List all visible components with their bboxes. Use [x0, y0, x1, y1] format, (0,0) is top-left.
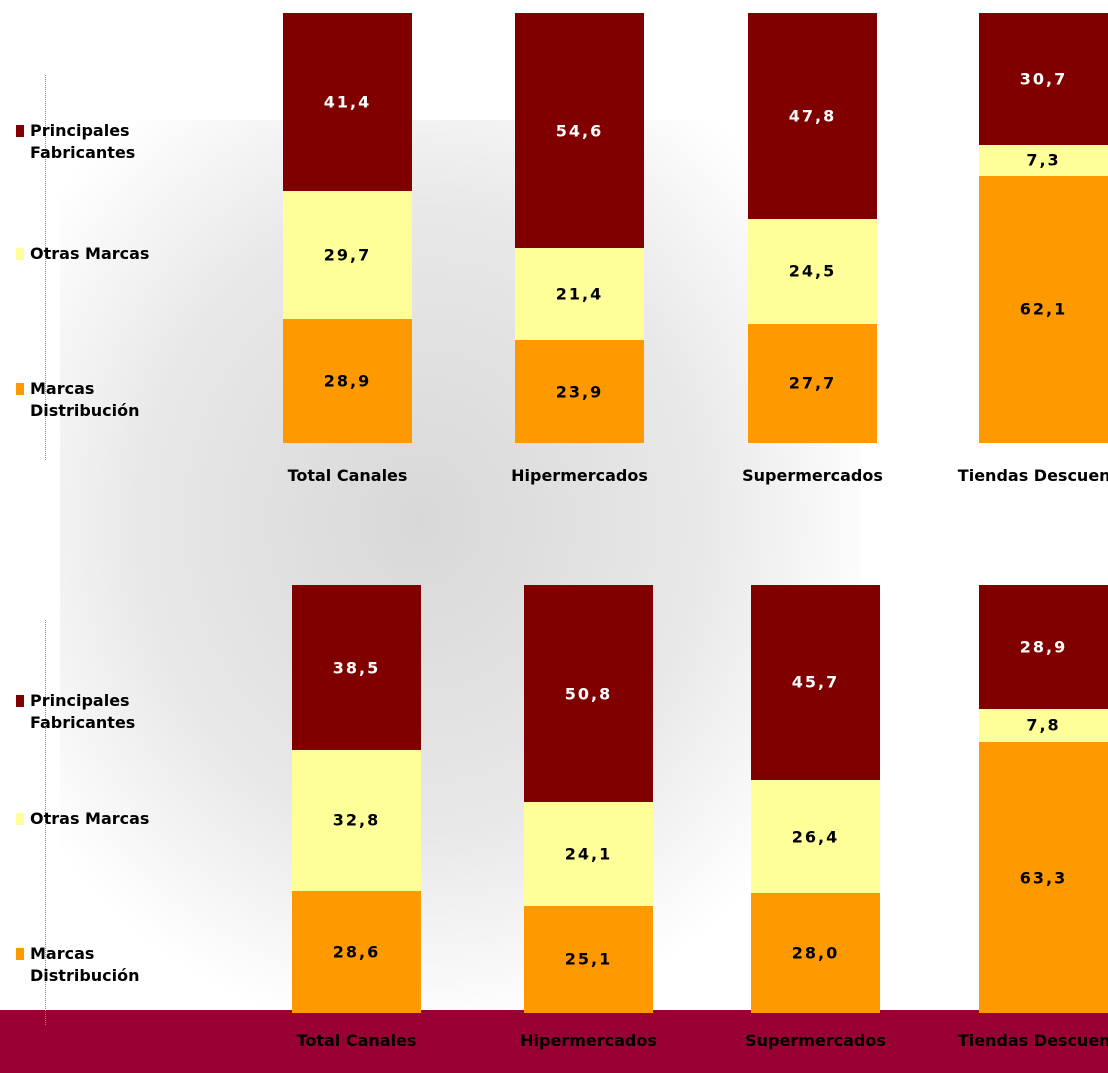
value-label: 62,1	[1019, 299, 1068, 319]
value-label: 24,5	[788, 261, 837, 281]
bar-segment	[748, 323, 877, 443]
footer-band	[0, 1010, 1108, 1073]
bar-segment	[748, 218, 877, 324]
value-label: 26,4	[791, 827, 840, 847]
value-label: 50,8	[564, 684, 613, 704]
bar-segment	[283, 13, 412, 192]
bar-segment	[524, 585, 653, 803]
bar-segment	[979, 708, 1108, 743]
legend-label: Otras Marcas	[30, 809, 150, 828]
legend-swatch	[16, 248, 24, 260]
value-label: 47,8	[788, 106, 837, 126]
value-label: 28,0	[791, 943, 840, 963]
value-label: 45,7	[791, 672, 840, 692]
bar-segment	[751, 893, 880, 1013]
divider	[45, 75, 46, 460]
bar-segment	[292, 585, 421, 751]
value-label: 29,7	[323, 245, 372, 265]
legend-label: Principales Fabricantes	[30, 691, 136, 732]
category-label: Hipermercados	[520, 1031, 657, 1050]
bar-segment	[751, 780, 880, 894]
value-label: 38,5	[332, 658, 381, 678]
bar-segment	[515, 340, 644, 443]
value-label: 7,8	[1026, 715, 1061, 735]
value-label: 21,4	[555, 284, 604, 304]
value-label: 24,1	[564, 844, 613, 864]
legend-swatch	[16, 383, 24, 395]
legend-swatch	[16, 695, 24, 707]
bar-segment	[979, 742, 1108, 1013]
category-label: Tiendas Descuento	[957, 1031, 1108, 1050]
bar-segment	[524, 802, 653, 906]
bar-segment	[524, 905, 653, 1013]
legend-label: Marcas Distribución	[30, 944, 140, 985]
value-label: 27,7	[788, 373, 837, 393]
bar-segment	[748, 13, 877, 219]
bar-segment	[751, 584, 880, 781]
legend-swatch	[16, 813, 24, 825]
legend-label: Otras Marcas	[30, 244, 150, 263]
value-label: 28,9	[1019, 637, 1068, 657]
category-label: Supermercados	[742, 466, 883, 485]
category-label: Total Canales	[296, 1031, 417, 1050]
bar-segment	[292, 890, 421, 1013]
bar-segment	[979, 585, 1108, 709]
value-label: 32,8	[332, 810, 381, 830]
legend-label: Principales Fabricantes	[30, 121, 136, 162]
divider	[45, 620, 46, 1025]
value-label: 23,9	[555, 382, 604, 402]
value-label: 7,3	[1026, 150, 1061, 170]
value-label: 28,9	[323, 371, 372, 391]
background-photo	[60, 120, 860, 1010]
bar-segment	[283, 318, 412, 443]
bar-segment	[283, 191, 412, 319]
category-label: Supermercados	[745, 1031, 886, 1050]
value-label: 28,6	[332, 942, 381, 962]
bar-segment	[515, 248, 644, 341]
category-label: Hipermercados	[511, 466, 648, 485]
value-label: 63,3	[1019, 868, 1068, 888]
value-label: 25,1	[564, 949, 613, 969]
value-label: 30,7	[1019, 69, 1068, 89]
category-label: Tiendas Descuento	[957, 466, 1108, 485]
value-label: 41,4	[323, 92, 372, 112]
bar-segment	[979, 175, 1108, 443]
legend-swatch	[16, 948, 24, 960]
bar-segment	[515, 13, 644, 249]
bar-segment	[979, 144, 1108, 176]
legend-swatch	[16, 125, 24, 137]
legend-label: Marcas Distribución	[30, 379, 140, 420]
category-label: Total Canales	[287, 466, 408, 485]
bar-segment	[979, 12, 1108, 145]
value-label: 54,6	[555, 121, 604, 141]
bar-segment	[292, 750, 421, 891]
